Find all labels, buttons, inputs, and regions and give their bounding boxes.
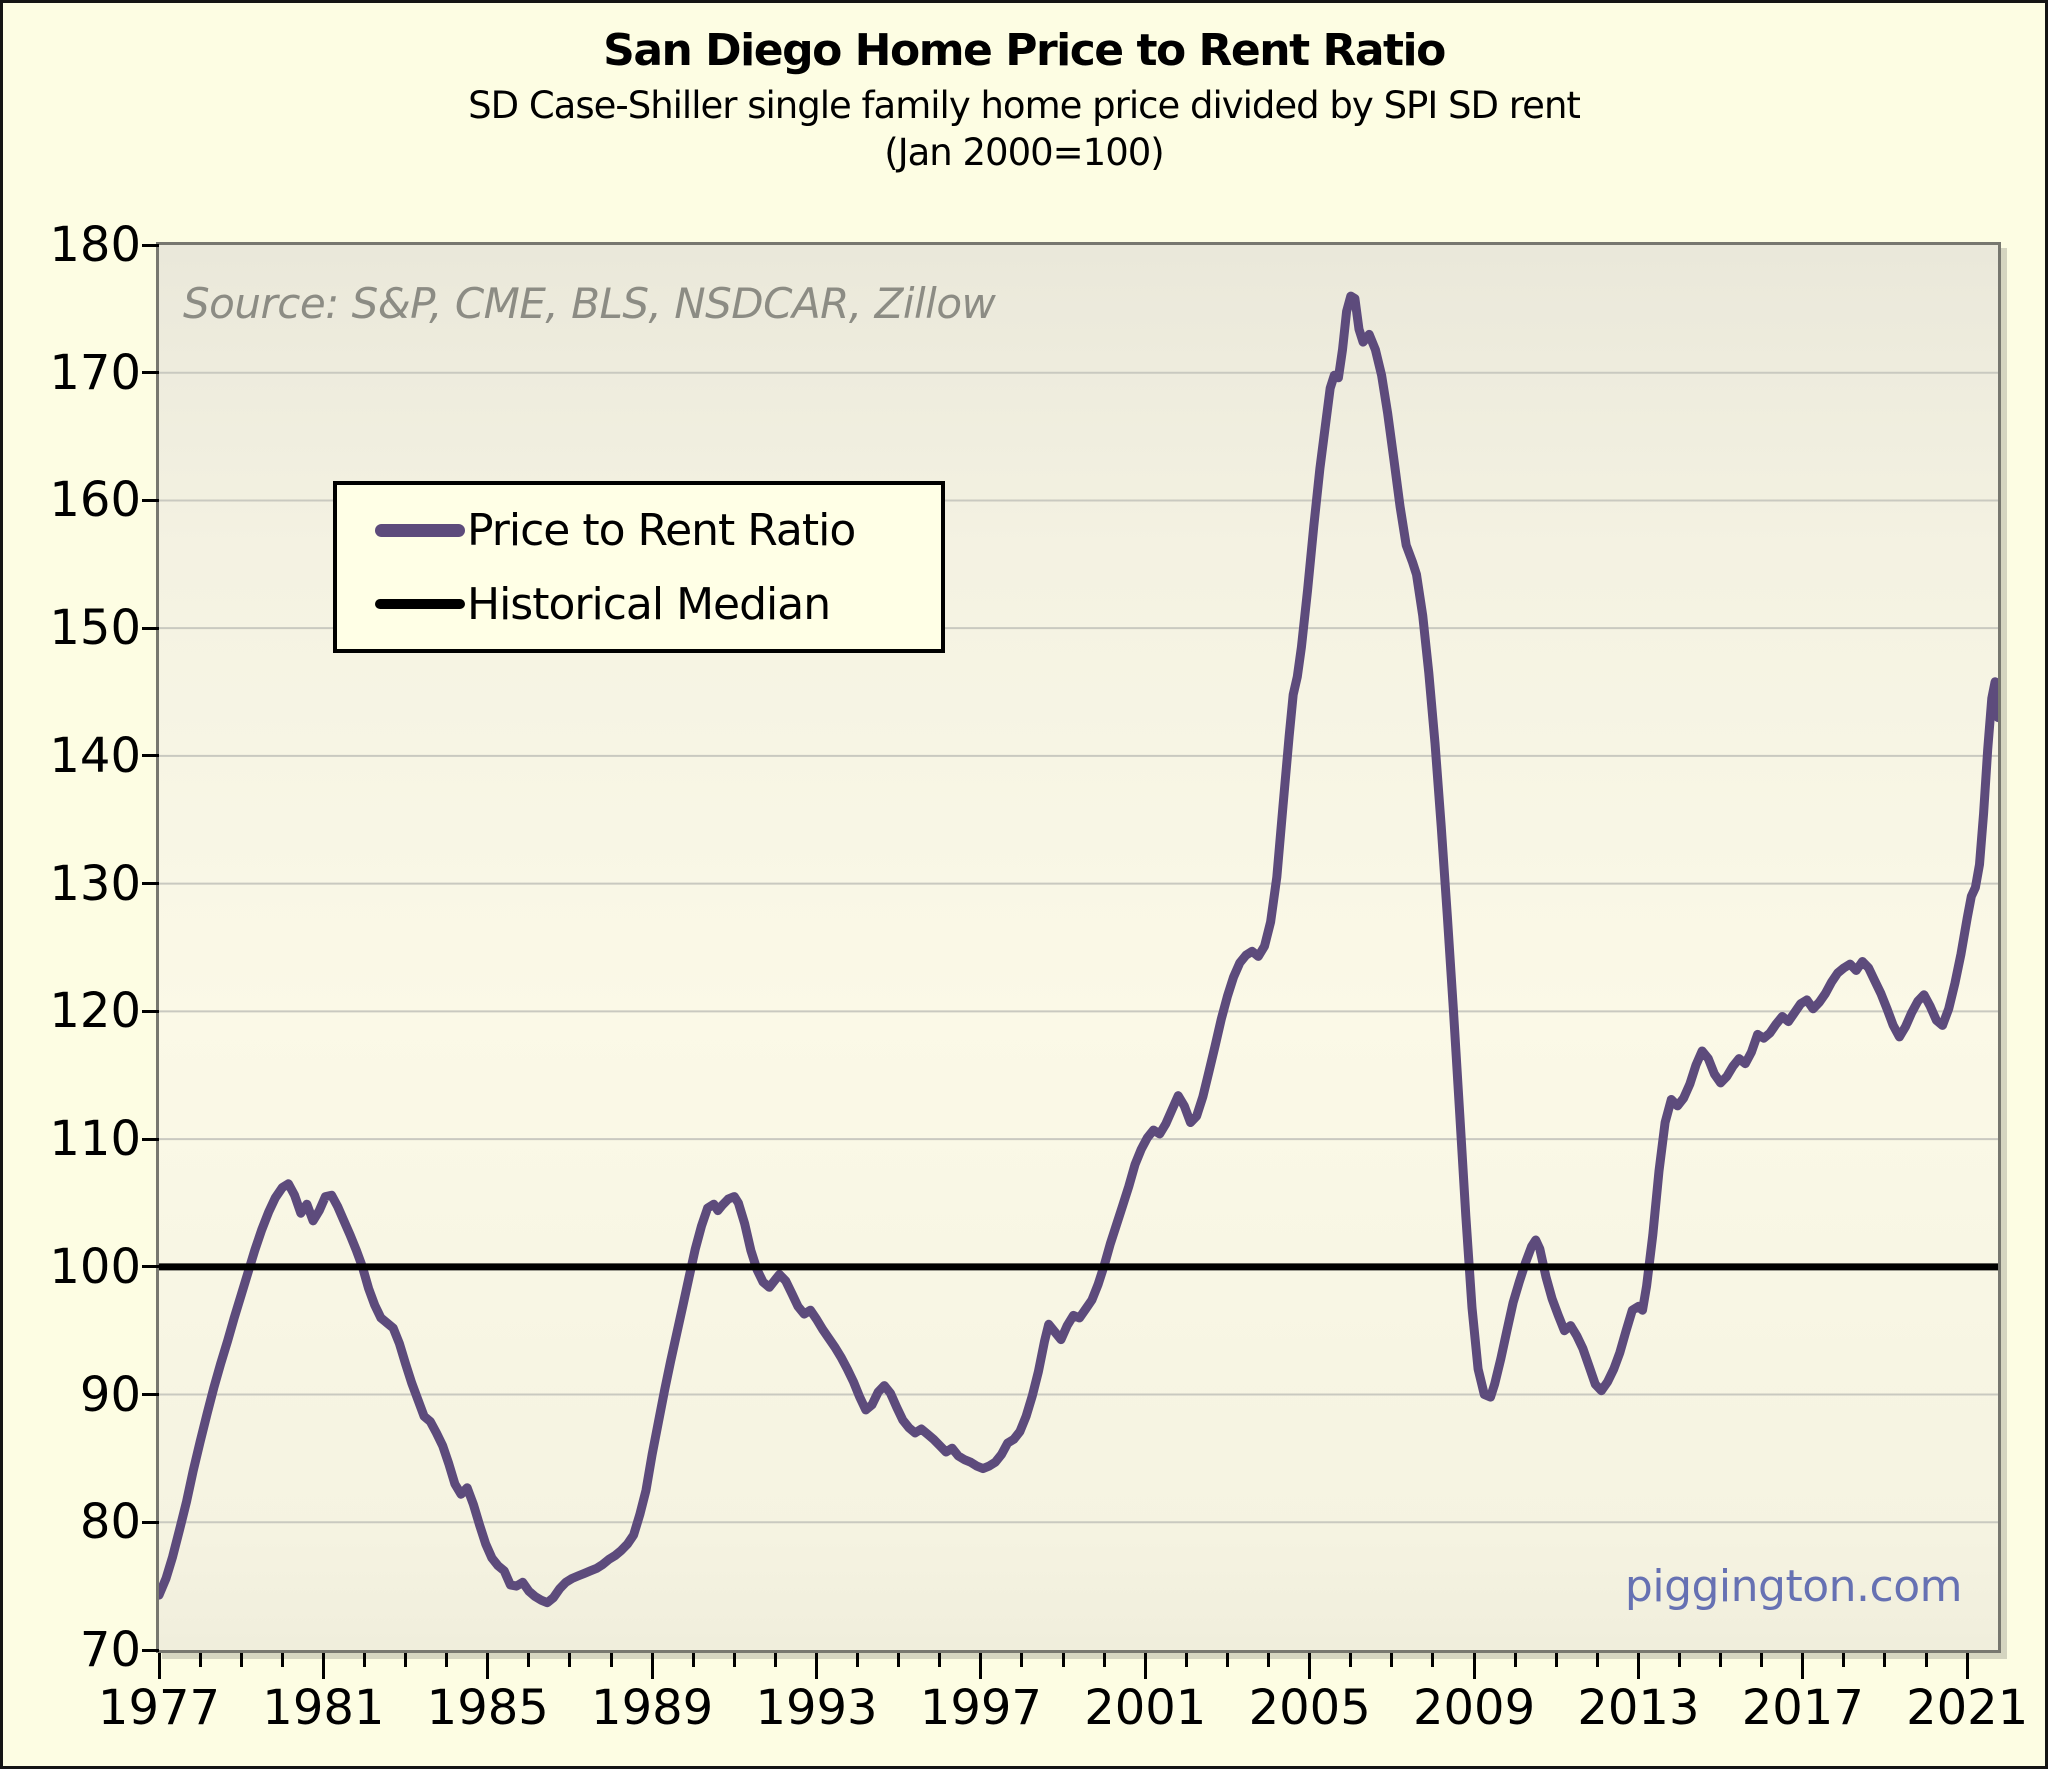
y-tick-label: 100 bbox=[49, 1238, 141, 1295]
y-tick-label: 70 bbox=[79, 1622, 141, 1678]
x-minor-tick-mark bbox=[445, 1653, 449, 1667]
historical-median-line-swatch bbox=[375, 599, 465, 609]
x-minor-tick-mark bbox=[198, 1653, 202, 1667]
x-minor-tick-mark bbox=[239, 1653, 243, 1667]
x-major-tick-mark bbox=[1636, 1653, 1640, 1679]
x-major-tick-mark bbox=[650, 1653, 654, 1679]
x-minor-tick-mark bbox=[1390, 1653, 1394, 1667]
x-minor-tick-mark bbox=[1184, 1653, 1188, 1667]
x-minor-tick-mark bbox=[280, 1653, 284, 1667]
x-minor-tick-mark bbox=[1061, 1653, 1065, 1667]
y-tick-mark bbox=[142, 371, 159, 375]
x-minor-tick-mark bbox=[609, 1653, 613, 1667]
x-major-tick-mark bbox=[321, 1653, 325, 1679]
x-tick-label: 2009 bbox=[1412, 1680, 1536, 1736]
x-major-tick-mark bbox=[157, 1653, 161, 1679]
x-major-tick-mark bbox=[979, 1653, 983, 1679]
y-tick-mark bbox=[142, 498, 159, 502]
x-minor-tick-mark bbox=[527, 1653, 531, 1667]
x-minor-tick-mark bbox=[938, 1653, 942, 1667]
x-major-tick-mark bbox=[1308, 1653, 1312, 1679]
y-tick-label: 120 bbox=[49, 983, 141, 1040]
x-minor-tick-mark bbox=[1225, 1653, 1229, 1667]
x-minor-tick-mark bbox=[1267, 1653, 1271, 1667]
x-minor-tick-mark bbox=[404, 1653, 408, 1667]
y-tick-mark bbox=[142, 754, 159, 758]
x-tick-label: 1977 bbox=[97, 1680, 221, 1736]
x-tick-label: 1997 bbox=[919, 1680, 1042, 1736]
y-tick-mark bbox=[142, 882, 159, 886]
chart-title: San Diego Home Price to Rent Ratio bbox=[603, 25, 1446, 76]
x-minor-tick-mark bbox=[1883, 1653, 1887, 1667]
x-minor-tick-mark bbox=[1595, 1653, 1599, 1667]
x-minor-tick-mark bbox=[1431, 1653, 1435, 1667]
y-tick-mark bbox=[142, 626, 159, 630]
watermark: piggington.com bbox=[1624, 1561, 1963, 1612]
x-major-tick-mark bbox=[1801, 1653, 1805, 1679]
price-rent-line-swatch bbox=[375, 523, 465, 537]
x-minor-tick-mark bbox=[1924, 1653, 1928, 1667]
x-tick-label: 1985 bbox=[426, 1680, 549, 1736]
y-tick-label: 160 bbox=[49, 472, 141, 529]
legend-label-historical-median: Historical Median bbox=[467, 578, 831, 630]
x-minor-tick-mark bbox=[568, 1653, 572, 1667]
y-tick-label: 180 bbox=[49, 217, 141, 273]
chart-index-note: (Jan 2000=100) bbox=[884, 131, 1164, 174]
y-tick-mark bbox=[142, 1009, 159, 1013]
x-minor-tick-mark bbox=[1842, 1653, 1846, 1667]
x-minor-tick-mark bbox=[691, 1653, 695, 1667]
x-major-tick-mark bbox=[815, 1653, 819, 1679]
x-tick-label: 2021 bbox=[1906, 1680, 2029, 1736]
x-tick-label: 2013 bbox=[1577, 1680, 1700, 1736]
source-note: Source: S&P, CME, BLS, NSDCAR, Zillow bbox=[183, 279, 996, 328]
x-tick-label: 1981 bbox=[262, 1680, 385, 1736]
chart-subtitle: SD Case-Shiller single family home price… bbox=[468, 84, 1581, 127]
legend: Price to Rent Ratio Historical Median bbox=[333, 481, 945, 653]
y-tick-label: 140 bbox=[49, 727, 141, 784]
x-minor-tick-mark bbox=[1020, 1653, 1024, 1667]
legend-label-price-rent-ratio: Price to Rent Ratio bbox=[467, 504, 856, 556]
price-rent-line bbox=[159, 291, 1998, 1608]
y-tick-mark bbox=[142, 243, 159, 247]
y-tick-label: 90 bbox=[79, 1366, 141, 1423]
x-tick-label: 1989 bbox=[591, 1680, 714, 1736]
y-tick-mark bbox=[142, 1393, 159, 1397]
x-minor-tick-mark bbox=[1678, 1653, 1681, 1667]
x-minor-tick-mark bbox=[362, 1653, 366, 1667]
x-minor-tick-mark bbox=[897, 1653, 901, 1667]
x-minor-tick-mark bbox=[1719, 1653, 1723, 1667]
chart-canvas bbox=[159, 291, 1998, 1608]
x-minor-tick-mark bbox=[1102, 1653, 1106, 1667]
y-tick-mark bbox=[142, 1137, 159, 1141]
x-major-tick-mark bbox=[486, 1653, 490, 1679]
x-minor-tick-mark bbox=[1760, 1653, 1764, 1667]
y-tick-label: 110 bbox=[49, 1111, 141, 1168]
x-minor-tick-mark bbox=[732, 1653, 736, 1667]
x-tick-label: 2001 bbox=[1084, 1680, 1207, 1736]
plot-area: Source: S&P, CME, BLS, NSDCAR, Zillow Pr… bbox=[156, 242, 2001, 1653]
y-tick-label: 130 bbox=[49, 855, 141, 912]
x-minor-tick-mark bbox=[1554, 1653, 1558, 1667]
y-tick-label: 80 bbox=[79, 1494, 141, 1551]
x-major-tick-mark bbox=[1143, 1653, 1147, 1679]
x-major-tick-mark bbox=[1965, 1653, 1969, 1679]
legend-item-price-rent-ratio: Price to Rent Ratio bbox=[337, 505, 941, 556]
x-minor-tick-mark bbox=[1513, 1653, 1517, 1667]
y-tick-mark bbox=[142, 1648, 159, 1652]
x-minor-tick-mark bbox=[856, 1653, 860, 1667]
x-tick-label: 2017 bbox=[1741, 1680, 1864, 1736]
x-tick-label: 2005 bbox=[1248, 1680, 1371, 1736]
y-tick-mark bbox=[142, 1265, 159, 1269]
x-tick-label: 1993 bbox=[755, 1680, 878, 1736]
x-minor-tick-mark bbox=[1349, 1653, 1353, 1667]
title-block: San Diego Home Price to Rent Ratio SD Ca… bbox=[3, 3, 2045, 174]
x-major-tick-mark bbox=[1472, 1653, 1476, 1679]
y-tick-mark bbox=[142, 1520, 159, 1524]
legend-item-historical-median: Historical Median bbox=[337, 579, 941, 630]
y-tick-label: 170 bbox=[49, 344, 141, 401]
x-minor-tick-mark bbox=[773, 1653, 777, 1667]
y-tick-label: 150 bbox=[49, 600, 141, 657]
